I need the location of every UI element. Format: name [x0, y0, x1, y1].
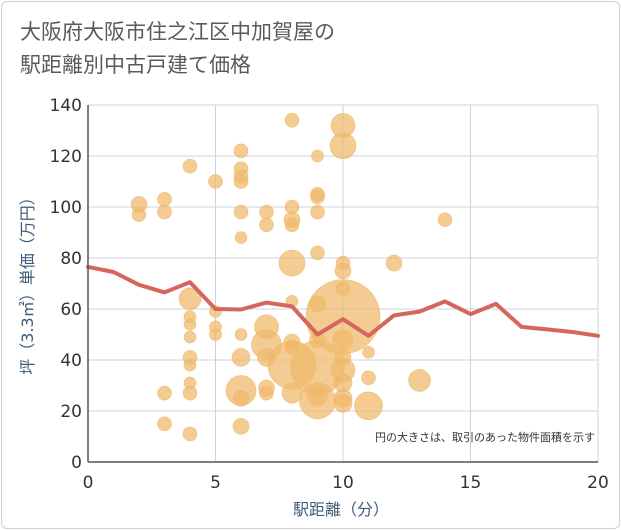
bubble-point [284, 113, 300, 128]
bubble-point [311, 149, 324, 163]
y-tick-label: 60 [60, 300, 82, 320]
bubble-point [157, 192, 172, 207]
x-tick-label: 5 [210, 473, 221, 493]
bubble-point [232, 389, 250, 407]
bubble-point [330, 113, 356, 138]
bubble-point [361, 370, 376, 386]
size-note: 円の大きさは、取引のあった物件面積を示す [375, 430, 595, 444]
y-tick-label: 140 [50, 96, 82, 116]
bubble-point [437, 212, 453, 228]
bubble-point [362, 346, 375, 359]
bubble-layer [130, 113, 453, 442]
bubble-point [335, 255, 351, 271]
x-axis-title: 駅距離（分） [293, 500, 389, 519]
bubble-point [131, 207, 147, 222]
bubble-point [234, 328, 248, 341]
bubble-point [208, 174, 223, 189]
bubble-point [232, 417, 250, 435]
bubble-point [233, 204, 249, 220]
bubble-point [278, 249, 306, 277]
y-tick-label: 0 [71, 453, 82, 473]
y-tick-label: 40 [60, 351, 82, 371]
bubble-point [157, 416, 172, 432]
bubble-point [332, 329, 354, 350]
bubble-point [231, 348, 251, 367]
bubble-point [310, 245, 325, 261]
x-tick-label: 15 [460, 473, 482, 493]
bubble-point [234, 231, 248, 244]
bubble-point [209, 328, 222, 341]
bubble-point [284, 217, 300, 233]
bubble-point [183, 358, 197, 372]
y-tick-label: 80 [60, 249, 82, 269]
bubble-point [408, 369, 431, 392]
bubble-point [333, 394, 353, 413]
bubble-point [309, 295, 326, 313]
average-line-layer [86, 264, 600, 338]
average-price-line [86, 264, 600, 338]
bubble-point [233, 143, 249, 159]
bubble-point [281, 382, 303, 404]
bubble-point [157, 204, 172, 220]
bubble-point [183, 330, 197, 344]
bubble-point [233, 174, 249, 189]
y-tick-label: 100 [50, 198, 82, 218]
bubble-point [335, 281, 351, 296]
bubble-point [334, 349, 352, 366]
bubble-point [183, 376, 197, 390]
y-tick-label: 120 [50, 147, 82, 167]
x-tick-label: 10 [332, 473, 354, 493]
bubble-point [284, 339, 300, 355]
chart-title-line-1: 大阪府大阪市住之江区中加賀屋の [20, 20, 335, 44]
bubble-point [257, 348, 276, 367]
bubble-point [259, 217, 274, 233]
y-tick-label: 20 [60, 402, 82, 422]
bubble-point [310, 189, 325, 205]
x-tick-label: 0 [83, 473, 94, 493]
bubble-point [178, 287, 202, 311]
bubble-point [310, 204, 325, 220]
chart-title: 大阪府大阪市住之江区中加賀屋の 駅距離別中古戸建て価格 [20, 16, 335, 82]
y-axis-title: 坪（3.3㎡）単価（万円） [18, 189, 37, 374]
bubble-point [183, 317, 197, 331]
axis-layer: 0 20 40 60 80 100 120 140 0 5 10 15 20 [50, 96, 609, 493]
chart-title-line-2: 駅距離別中古戸建て価格 [20, 53, 251, 77]
bubble-point [254, 314, 279, 340]
bubble-point [385, 254, 403, 272]
bubble-point [307, 385, 328, 407]
bubble-point [284, 199, 300, 215]
bubble-point [354, 391, 383, 421]
bubble-point [259, 204, 274, 220]
bubble-point [182, 158, 198, 174]
bubble-point [182, 426, 198, 442]
bubble-point [259, 385, 274, 401]
bubble-point [157, 385, 172, 401]
x-tick-label: 20 [587, 473, 609, 493]
